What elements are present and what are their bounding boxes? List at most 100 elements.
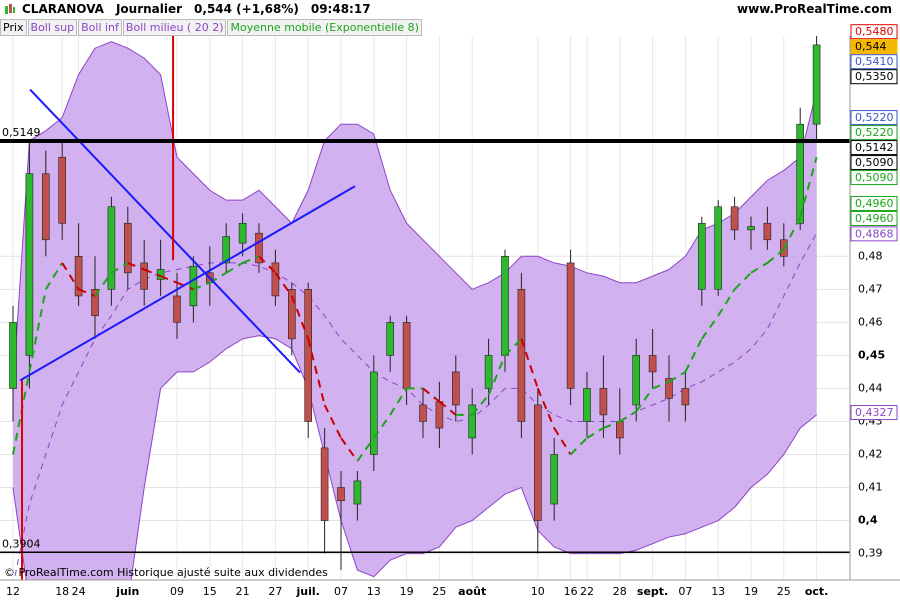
candle-body [697, 222, 706, 290]
ema-segment [569, 437, 588, 456]
y-tick-label: 0,41 [858, 481, 883, 494]
price-label-box [850, 24, 898, 40]
candle-body [632, 355, 641, 406]
candle-body [419, 404, 427, 422]
x-tick-label: 16 [564, 585, 578, 598]
candle-body [58, 156, 67, 224]
candle-body [583, 388, 591, 422]
ema-segment [28, 289, 47, 373]
drawing-line [29, 88, 301, 374]
candle-body [189, 265, 198, 307]
candle-body [550, 454, 559, 505]
candle-body [156, 269, 165, 280]
candle-body [386, 322, 395, 356]
ema-segment [553, 427, 572, 456]
candle-body [615, 421, 624, 439]
ema-segment [290, 295, 310, 340]
ema-segment [44, 262, 64, 290]
ema-segment [78, 288, 96, 297]
ema-segment [389, 387, 408, 416]
price-label: 0,5142 [855, 141, 894, 154]
legend: Prix Boll sup Boll inf Boll milieu ( 20 2) M… [0, 19, 423, 36]
price-label-box [850, 170, 898, 186]
candle-body [238, 222, 247, 244]
candle-body [648, 355, 657, 373]
x-tick-label: 21 [236, 585, 250, 598]
x-tick-label: 10 [531, 585, 545, 598]
ema-segment [684, 338, 703, 373]
price-label-box [850, 195, 898, 211]
x-tick-label: 13 [711, 585, 725, 598]
ema-segment [225, 262, 244, 274]
price-label-box [850, 110, 898, 126]
price-label: 0,4960 [855, 197, 894, 210]
x-tick-label: août [458, 585, 486, 598]
x-tick-label: 28 [613, 585, 627, 598]
candle-body [320, 447, 329, 521]
price-label: 0,4960 [855, 212, 894, 225]
price-label: 0,4327 [855, 406, 894, 419]
ema-segment [750, 262, 768, 274]
ema-segment [274, 272, 293, 297]
candle-body [763, 222, 772, 241]
band-line [12, 335, 817, 580]
candle-body [501, 256, 509, 356]
price-label: 0,5220 [855, 111, 894, 124]
price-label: 0,5090 [855, 171, 894, 184]
candle-body [517, 289, 526, 422]
ema-segment [94, 272, 113, 297]
candle-body [812, 44, 821, 125]
ema-segment [504, 338, 523, 357]
price-label: 0,5350 [855, 70, 894, 83]
candle-body [714, 206, 723, 290]
candle-body [287, 289, 296, 340]
y-tick-label: 0,44 [858, 381, 883, 394]
x-tick-label: 12 [6, 585, 20, 598]
x-tick-label: 19 [400, 585, 414, 598]
price-label-box [850, 125, 898, 141]
candle-body [451, 371, 460, 406]
y-tick-label: 0,4 [858, 514, 878, 527]
y-tick-label: 0,45 [858, 348, 885, 361]
legend-item: Boll inf [78, 19, 122, 36]
ema-segment [110, 262, 129, 274]
candle-body [74, 256, 83, 297]
candle-body [41, 173, 50, 241]
ema-segment [487, 355, 506, 396]
ema-segment [668, 371, 686, 383]
x-tick-label: juil. [296, 585, 320, 598]
ema-segment [652, 380, 670, 390]
plot [0, 36, 850, 580]
last-price: 0,544 (+1,68%) [194, 2, 299, 16]
ema-segment [372, 414, 392, 439]
candle-body [730, 206, 739, 231]
candle-body [402, 322, 411, 389]
symbol: CLARANOVA [22, 2, 104, 16]
ema-segment [717, 288, 736, 317]
period: Journalier [115, 2, 183, 16]
x-tick-label: 25 [432, 585, 446, 598]
candle-body [91, 289, 99, 317]
candle-body [665, 378, 673, 399]
ema-segment [766, 248, 785, 264]
source: www.ProRealTime.com [737, 2, 892, 16]
ema-segment [422, 387, 441, 403]
x-tick-label: 13 [367, 585, 381, 598]
y-tick-label: 0,39 [858, 547, 883, 560]
ema-segment [799, 156, 818, 217]
price-label: 0,5410 [855, 55, 894, 68]
x-tick-label: 24 [72, 585, 86, 598]
ema-segment [438, 400, 457, 416]
candle-body [435, 401, 444, 429]
ema-segment [733, 272, 752, 291]
ema-segment [307, 338, 326, 406]
h-line-label: 0,3904 [2, 537, 41, 550]
ema-segment [340, 437, 359, 462]
candle-body [124, 222, 132, 274]
footer: © ProRealTime.com Historique ajusté suit… [4, 566, 328, 579]
band-fill [13, 41, 817, 580]
candle-body [337, 487, 345, 502]
price-label: 0,4868 [855, 227, 894, 240]
